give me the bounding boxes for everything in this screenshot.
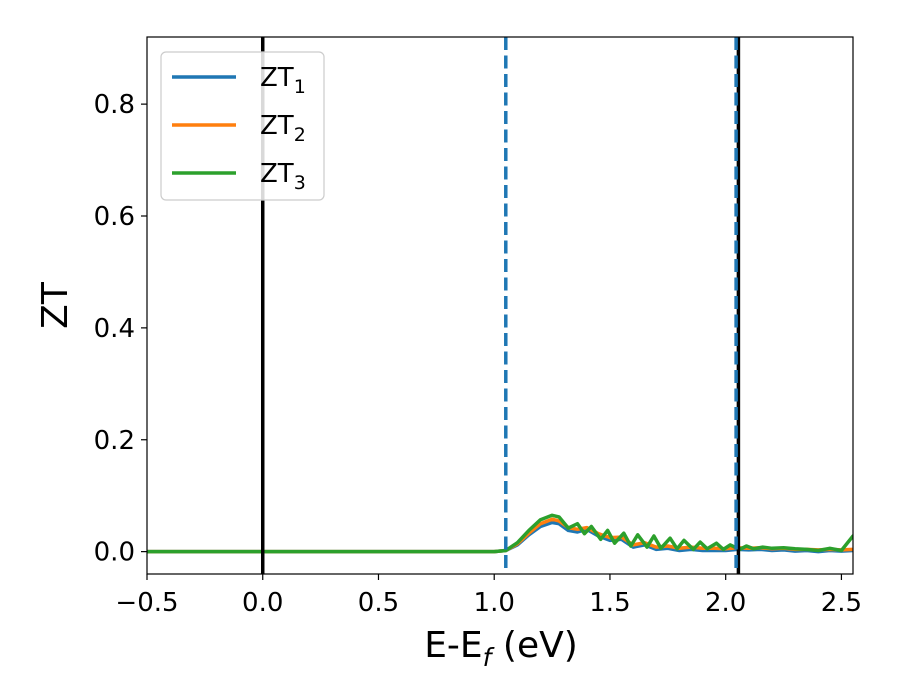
x-tick-label: 0.0 [242, 588, 283, 618]
y-tick-label: 0.6 [94, 202, 135, 232]
x-axis-label: E-Ef (eV) [424, 625, 578, 672]
x-tick-label: 0.5 [358, 588, 399, 618]
series-line-3 [147, 513, 853, 554]
legend-label-1: ZT1 [260, 63, 306, 98]
legend: ZT1 ZT2 ZT3 [160, 51, 325, 201]
y-tick-label: 0.8 [94, 90, 135, 120]
y-tick-label: 0.4 [94, 314, 135, 344]
x-tick-label: 1.5 [589, 588, 630, 618]
x-tick-label: −0.5 [115, 588, 178, 618]
x-tick-label: 2.0 [705, 588, 746, 618]
axis-ticks: −0.5 0.0 0.5 1.0 1.5 2.0 2.5 0.0 0.2 0.4 0.6 0.8 [94, 90, 862, 618]
y-tick-label: 0.0 [94, 538, 135, 568]
y-axis-label: ZT [35, 281, 76, 329]
legend-label-2: ZT2 [260, 111, 306, 146]
y-tick-label: 0.2 [94, 426, 135, 456]
plot-frame [146, 36, 854, 575]
legend-box [160, 51, 325, 201]
x-tick-label: 1.0 [474, 588, 515, 618]
legend-label-3: ZT3 [260, 159, 306, 194]
x-tick-label: 2.5 [821, 588, 862, 618]
